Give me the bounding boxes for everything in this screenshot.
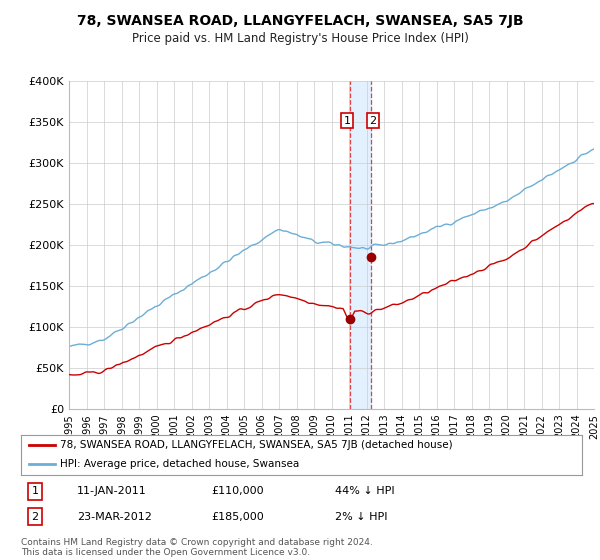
Text: 2: 2 (31, 512, 38, 521)
Text: 2: 2 (370, 115, 377, 125)
Text: HPI: Average price, detached house, Swansea: HPI: Average price, detached house, Swan… (60, 459, 299, 469)
Text: 78, SWANSEA ROAD, LLANGYFELACH, SWANSEA, SA5 7JB (detached house): 78, SWANSEA ROAD, LLANGYFELACH, SWANSEA,… (60, 441, 453, 450)
Text: 23-MAR-2012: 23-MAR-2012 (77, 512, 152, 521)
Text: 1: 1 (343, 115, 350, 125)
Text: 2% ↓ HPI: 2% ↓ HPI (335, 512, 388, 521)
Text: Price paid vs. HM Land Registry's House Price Index (HPI): Price paid vs. HM Land Registry's House … (131, 32, 469, 45)
Bar (350, 81, 371, 409)
Text: £110,000: £110,000 (212, 487, 265, 496)
Text: 1: 1 (32, 487, 38, 496)
Text: 11-JAN-2011: 11-JAN-2011 (77, 487, 147, 496)
Text: 78, SWANSEA ROAD, LLANGYFELACH, SWANSEA, SA5 7JB: 78, SWANSEA ROAD, LLANGYFELACH, SWANSEA,… (77, 14, 523, 28)
Text: £185,000: £185,000 (212, 512, 265, 521)
Text: 44% ↓ HPI: 44% ↓ HPI (335, 487, 395, 496)
Text: Contains HM Land Registry data © Crown copyright and database right 2024.
This d: Contains HM Land Registry data © Crown c… (21, 538, 373, 557)
